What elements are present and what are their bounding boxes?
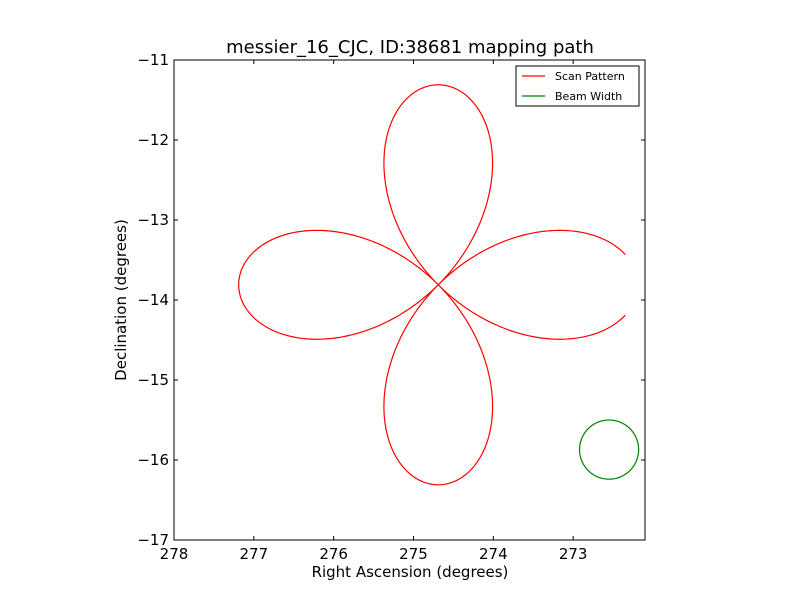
y-tick-label-0: −11 <box>137 51 169 69</box>
ticks-layer: 278 277 276 275 274 273 −11 −12 −13 −14 −15 −16 −17 <box>137 51 645 563</box>
y-tick-label-4: −15 <box>137 371 169 389</box>
series-beam-width <box>578 419 640 480</box>
y-tick-label-5: −16 <box>137 451 169 469</box>
x-tick-label-5: 273 <box>559 545 588 563</box>
x-tick-label-0: 278 <box>160 545 189 563</box>
legend: Scan Pattern Beam Width <box>515 65 640 107</box>
y-tick-label-6: −17 <box>137 531 169 549</box>
plot-area <box>174 60 645 540</box>
x-tick-label-4: 274 <box>479 545 508 563</box>
y-tick-label-2: −13 <box>137 211 169 229</box>
legend-label-beam-width: Beam Width <box>555 90 622 103</box>
x-tick-label-1: 277 <box>240 545 269 563</box>
x-tick-label-2: 276 <box>319 545 348 563</box>
y-tick-label-1: −12 <box>137 131 169 149</box>
y-tick-label-3: −14 <box>137 291 169 309</box>
y-axis-label: Declination (degrees) <box>112 219 130 381</box>
legend-label-scan-pattern: Scan Pattern <box>555 70 625 83</box>
x-axis-label: Right Ascension (degrees) <box>312 563 509 581</box>
series-layer <box>238 84 640 486</box>
series-scan-pattern <box>238 84 626 486</box>
x-tick-label-3: 275 <box>399 545 428 563</box>
chart-title: messier_16_CJC, ID:38681 mapping path <box>226 37 594 58</box>
legend-box <box>515 65 640 107</box>
